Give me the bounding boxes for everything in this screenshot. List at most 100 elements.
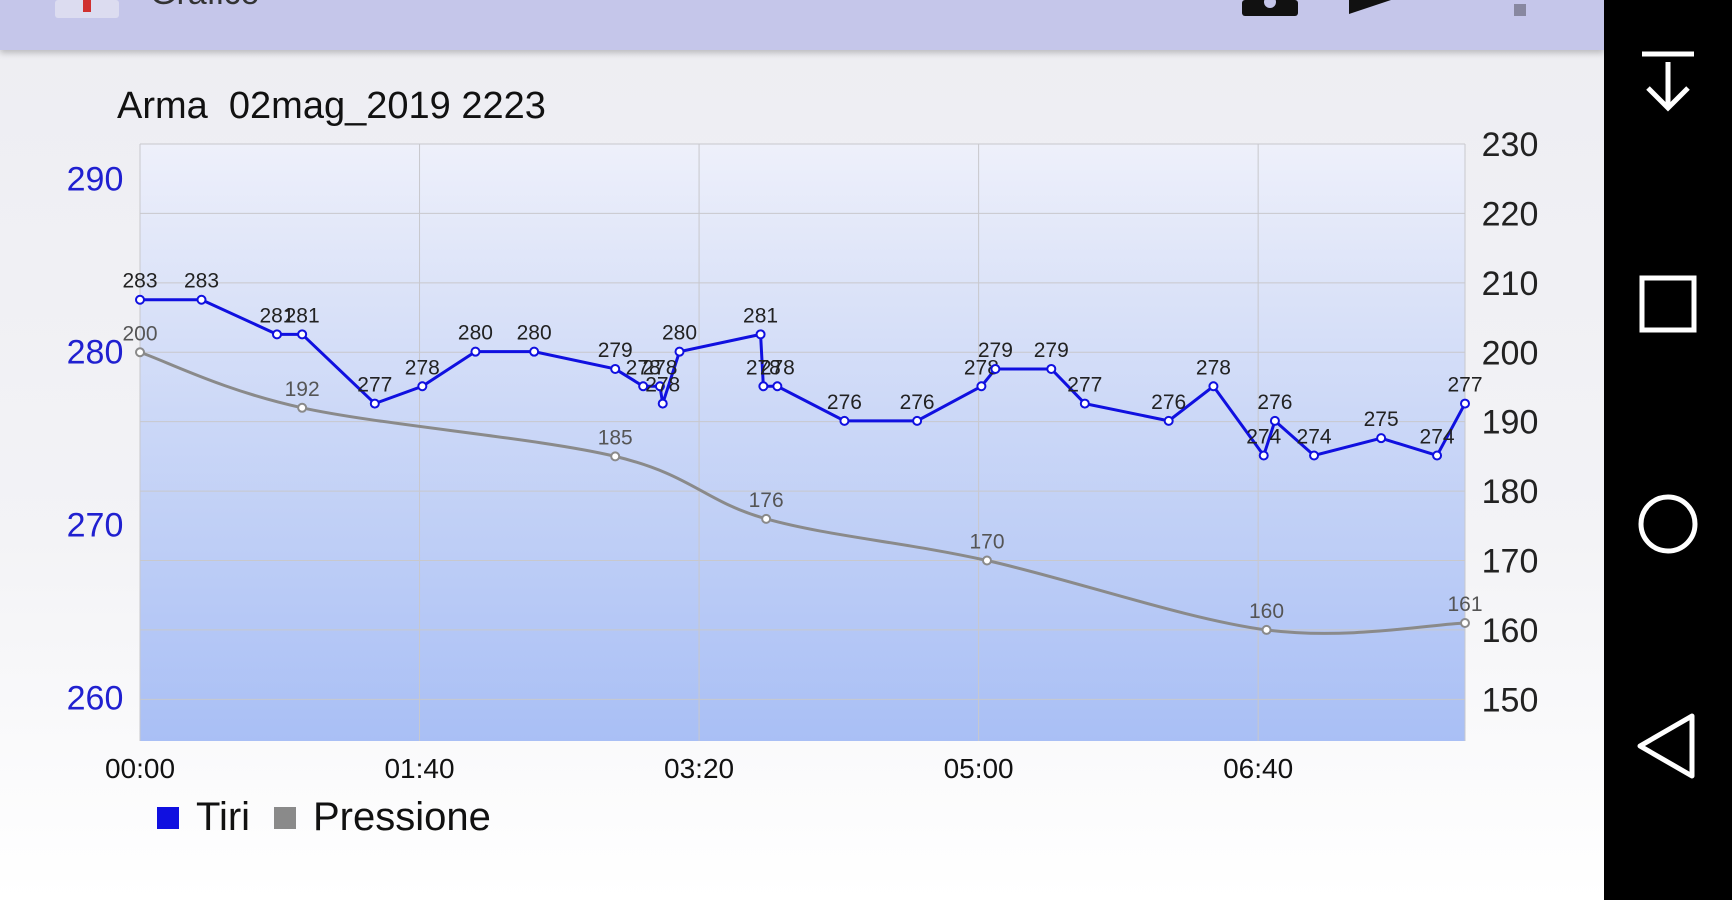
pressione-point (297, 402, 308, 413)
tiri-point (1258, 450, 1269, 461)
tiri-data-label: 281 (285, 304, 320, 327)
tiri-data-label: 279 (978, 339, 1013, 362)
chart-legend: Tiri Pressione (157, 795, 491, 839)
tiri-data-label: 278 (645, 374, 680, 397)
pressione-data-label: 161 (1447, 593, 1482, 616)
pressione-data-label: 200 (122, 322, 157, 345)
chart-area: Arma 02mag_2019 2223 260 270 280 290 150 160… (0, 60, 1604, 860)
legend-label-tiri: Tiri (196, 795, 250, 839)
tiri-data-label: 281 (743, 304, 778, 327)
tiri-data-label: 280 (458, 322, 493, 345)
tiri-point (369, 398, 380, 409)
pressione-point (1460, 617, 1470, 628)
tiri-data-label: 278 (405, 356, 440, 379)
tiri-data-label: 278 (642, 356, 677, 379)
tiri-data-label: 281 (259, 304, 294, 327)
right-tick-label: 190 (1482, 404, 1539, 442)
legend-swatch-tiri (157, 807, 179, 829)
tiri-point (990, 363, 1001, 374)
tiri-data-label: 283 (184, 270, 219, 293)
tiri-data-label: 277 (1447, 374, 1482, 397)
tiri-data-label: 276 (1151, 391, 1186, 414)
x-tick-label: 00:00 (105, 753, 175, 784)
camera-icon[interactable] (1240, 0, 1300, 18)
tiri-data-label: 275 (1364, 408, 1399, 431)
tiri-data-label: 274 (1246, 425, 1281, 448)
left-tick-label: 290 (67, 161, 124, 199)
tiri-data-label: 283 (122, 270, 157, 293)
tiri-point (271, 329, 282, 340)
tiri-data-label: 279 (598, 339, 633, 362)
app-bar: Grafico (0, 0, 1604, 50)
tiri-point (912, 415, 923, 426)
left-tick-label: 270 (67, 507, 124, 545)
right-tick-label: 160 (1482, 612, 1539, 650)
x-tick-label: 05:00 (944, 753, 1014, 784)
tiri-data-label: 278 (1196, 356, 1231, 379)
download-icon[interactable] (1632, 46, 1704, 118)
tiri-data-label: 274 (1420, 425, 1455, 448)
chart-grid (139, 143, 1466, 741)
tiri-point (1208, 381, 1219, 392)
tiri-point (610, 363, 621, 374)
right-tick-label: 220 (1482, 195, 1539, 233)
right-axis: 150 160 170 180 190 200 210 220 230 (1482, 126, 1539, 719)
tiri-data-label: 277 (1067, 374, 1102, 397)
tiri-data-label: 276 (900, 391, 935, 414)
tiri-point (1460, 398, 1470, 409)
right-tick-label: 150 (1482, 681, 1539, 719)
pressione-data-label: 176 (749, 489, 784, 512)
tiri-data-label: 280 (517, 322, 552, 345)
tiri-line (140, 298, 1467, 459)
tiri-point (758, 381, 769, 392)
tiri-point (772, 381, 783, 392)
right-tick-label: 180 (1482, 473, 1539, 511)
chart: Arma 02mag_2019 2223 260 270 280 290 150 160… (67, 85, 1539, 839)
tiri-data-label: 280 (662, 322, 697, 345)
tiri-data-label: 276 (827, 391, 862, 414)
tiri-point (135, 294, 145, 305)
x-tick-label: 03:20 (664, 753, 734, 784)
tiri-data-label: 277 (357, 374, 392, 397)
tiri-point (839, 415, 850, 426)
tiri-point (976, 381, 987, 392)
tiri-point (196, 294, 207, 305)
legend-swatch-pressione (274, 807, 296, 829)
tiri-point (1163, 415, 1174, 426)
pressione-point (981, 555, 992, 566)
pressione-point (610, 451, 621, 462)
right-tick-label: 230 (1482, 126, 1539, 164)
tiri-data-label: 278 (746, 356, 781, 379)
home-icon[interactable] (1632, 488, 1704, 560)
left-tick-label: 260 (67, 680, 124, 718)
tiri-point (297, 329, 308, 340)
tiri-point (417, 381, 428, 392)
tiri-point (638, 381, 649, 392)
app-logo-icon (55, 0, 119, 18)
tiri-point (654, 381, 665, 392)
right-tick-label: 210 (1482, 265, 1539, 303)
pressione-data-label: 170 (969, 531, 1004, 554)
x-axis: 00:00 01:40 03:20 05:00 06:40 (105, 753, 1293, 784)
left-axis: 260 270 280 290 (67, 161, 124, 718)
left-tick-label: 280 (67, 334, 124, 372)
overflow-menu-icon[interactable] (1512, 0, 1528, 20)
pressione-data-label: 192 (285, 378, 320, 401)
x-tick-label: 01:40 (384, 753, 454, 784)
tiri-point (1079, 398, 1090, 409)
back-icon[interactable] (1632, 710, 1704, 782)
pressione-data-label: 185 (598, 426, 633, 449)
navigation-bar (1604, 0, 1732, 900)
legend-label-pressione: Pressione (313, 795, 491, 839)
tiri-data-label: 276 (1257, 391, 1292, 414)
tiri-data-label: 278 (626, 356, 661, 379)
tiri-data-label: 278 (964, 356, 999, 379)
recents-icon[interactable] (1632, 268, 1704, 340)
tiri-data-label: 278 (760, 356, 795, 379)
tiri-point (470, 346, 481, 357)
tiri-point (1046, 363, 1057, 374)
tiri-point (674, 346, 685, 357)
tiri-point (1269, 415, 1280, 426)
share-icon[interactable] (1345, 0, 1395, 16)
